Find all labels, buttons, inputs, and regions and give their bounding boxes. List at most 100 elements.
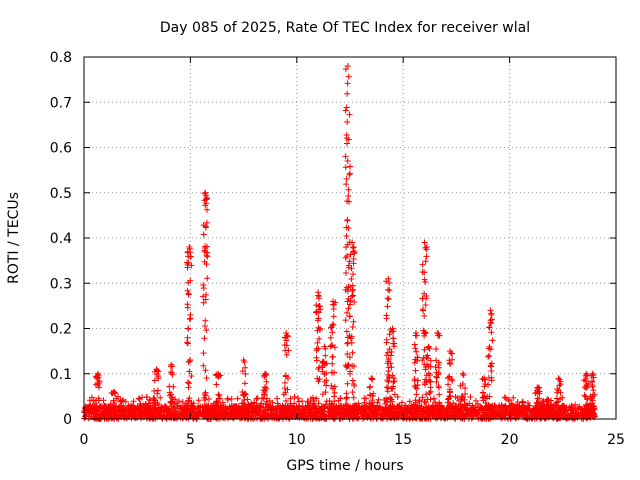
data-point [184,301,191,308]
x-tick-label: 15 [394,432,412,448]
data-point [514,404,521,411]
data-point [414,354,421,361]
data-point [360,405,367,412]
data-point [533,406,540,413]
data-point [419,357,426,364]
data-point [368,375,375,382]
data-point [315,324,322,331]
chart-title: Day 085 of 2025, Rate Of TEC Index for r… [160,20,530,36]
data-point [589,370,596,377]
data-point [315,309,322,316]
data-point [342,401,349,408]
data-point [391,415,398,422]
data-point [342,164,349,171]
data-point [433,378,440,385]
data-point [234,412,241,419]
data-point [435,369,442,376]
data-point [112,410,119,417]
data-point [422,244,429,251]
data-point [256,404,263,411]
data-point [576,403,583,410]
data-point [410,410,417,417]
data-point [261,391,268,398]
data-point [320,360,327,367]
data-point [200,231,207,238]
data-point [421,290,428,297]
data-point [280,410,287,417]
x-axis-label: GPS time / hours [286,458,403,474]
data-point [343,131,350,138]
data-point [390,379,397,386]
data-point [127,405,134,412]
data-point [241,358,248,365]
data-point [484,411,491,418]
data-point [342,66,349,73]
data-point [587,400,594,407]
data-point [313,345,320,352]
data-point [369,376,376,383]
data-point [342,107,349,114]
data-point [202,367,209,374]
data-point [349,324,356,331]
data-point [414,381,421,388]
data-point [480,395,487,402]
data-point [368,401,375,408]
data-point [391,391,398,398]
data-point [295,395,302,402]
data-point [107,401,114,408]
data-point [346,111,353,118]
data-point [388,364,395,371]
data-point [308,410,315,417]
data-point [425,411,432,418]
data-point [201,397,208,404]
data-point [344,298,351,305]
data-point [94,407,101,414]
data-point [188,373,195,380]
data-point [185,279,192,286]
data-point [270,410,277,417]
data-point [310,404,317,411]
data-point [347,283,354,290]
data-point [330,301,337,308]
data-point [284,332,291,339]
data-point [447,360,454,367]
data-point [385,368,392,375]
data-point [264,407,271,414]
data-point [330,409,337,416]
data-point [234,395,241,402]
data-point [412,399,419,406]
data-point [391,403,398,410]
data-point [413,358,420,365]
data-point [202,392,209,399]
data-point [293,407,300,414]
data-point [313,354,320,361]
data-point [343,232,350,239]
data-point [487,412,494,419]
data-point [238,400,245,407]
data-point [349,239,356,246]
data-point [139,394,146,401]
data-point [108,412,115,419]
data-point [518,407,525,414]
data-point [304,402,311,409]
data-point [316,335,323,342]
data-point [204,403,211,410]
y-tick-label: 0.1 [50,367,72,383]
data-point [344,340,351,347]
data-point [436,391,443,398]
data-point [168,394,175,401]
y-tick-label: 0.8 [50,50,72,66]
data-point [349,377,356,384]
data-point [186,368,193,375]
y-tick-label: 0.6 [50,141,72,157]
data-point [421,332,428,339]
data-point [202,296,209,303]
data-point [331,406,338,413]
data-point [342,153,349,160]
data-point [137,400,144,407]
data-point [168,403,175,410]
data-point [331,383,338,390]
data-point [389,372,396,379]
data-point [499,403,506,410]
data-point [589,383,596,390]
